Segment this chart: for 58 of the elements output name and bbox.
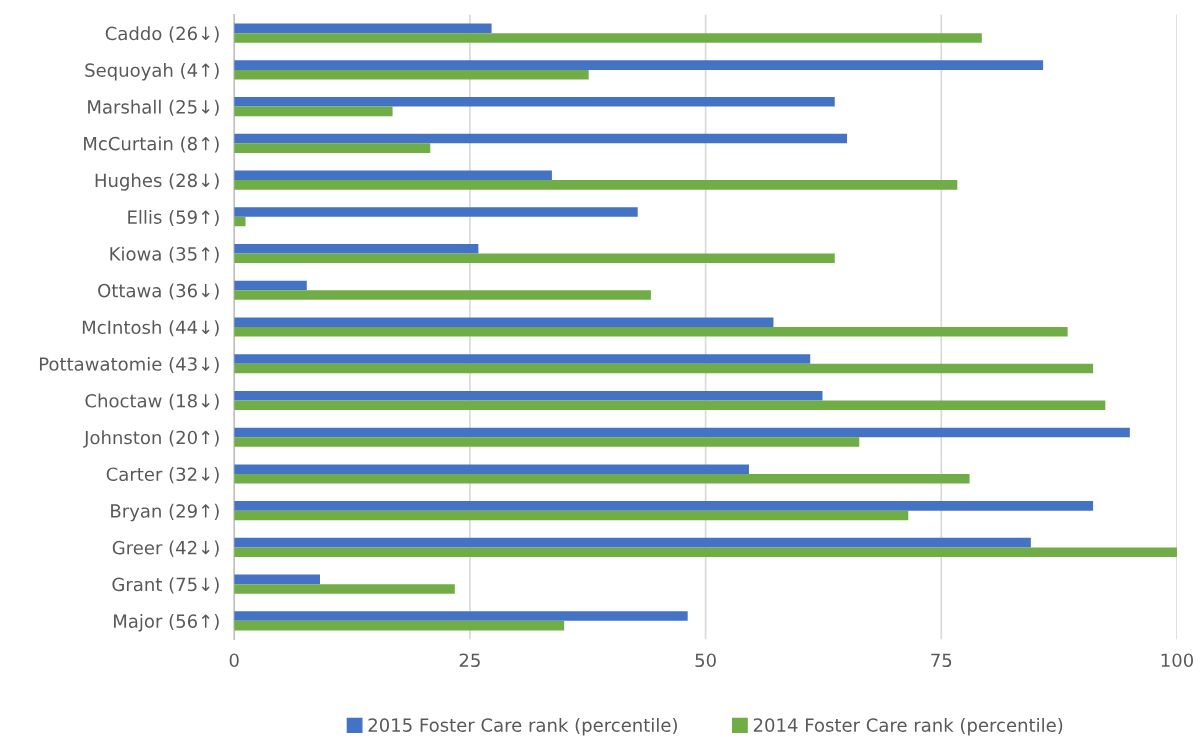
bar [234,143,431,153]
y-tick-label: Sequoyah (4↑) [85,63,219,81]
y-tick-label: McCurtain (8↑) [84,136,219,153]
bar [234,133,848,144]
legend-label: 2015 Foster Care rank (percentile) [368,717,677,736]
bar [234,243,479,254]
bar [234,253,835,264]
bar [234,574,320,585]
y-tick-label: Johnston (20↑) [83,430,219,448]
bar [234,290,651,300]
bar [234,537,1031,548]
bar [234,69,589,80]
bar [234,611,688,621]
bar [234,473,970,484]
bar [234,510,909,521]
bar [234,501,1094,511]
bar [234,464,749,474]
bar [234,23,492,34]
y-tick-label: Kiowa (35↑) [110,246,219,263]
bar [234,584,455,594]
bar [234,216,246,227]
bar [234,390,823,401]
y-tick-label: Ellis (59↑) [128,209,219,227]
x-tick-label: 50 [695,653,716,668]
y-tick-label: Bryan (29↑) [111,503,219,522]
y-tick-label: Greer (42↓) [112,540,219,557]
bar [234,363,1094,374]
legend-label: 2014 Foster Care rank (percentile) [753,717,1063,736]
bar [234,207,638,217]
y-tick-label: Caddo (26↓) [105,26,219,43]
bar [234,106,393,117]
y-tick-label: Pottawatomie (43↓) [39,356,219,373]
bar [234,547,1177,557]
bar [234,427,1130,438]
bar [234,327,1068,337]
bar [234,317,774,328]
bar [234,437,860,447]
y-tick-label: Ottawa (36↓) [98,283,219,300]
y-tick-label: Grant (75↓) [112,577,219,594]
bar [234,97,835,107]
y-tick-label: McIntosh (44↓) [82,320,219,337]
y-tick-label: Hughes (28↓) [95,173,219,191]
y-tick-label: Choctaw (18↓) [85,393,219,410]
bar [234,170,552,181]
x-tick-label: 0 [229,653,239,668]
y-tick-label: Carter (32↓) [106,467,219,484]
bar [234,33,982,43]
bar [234,400,1106,411]
bar [234,180,958,190]
y-tick-label: Marshall (25↓) [88,99,219,116]
x-tick-label: 100 [1161,653,1194,668]
x-tick-label: 75 [931,653,952,668]
bar [234,620,565,631]
bar [234,354,811,364]
y-tick-label: Major (56↑) [114,614,219,632]
bar [234,60,1044,70]
bar [234,280,307,291]
x-tick-label: 25 [459,653,480,668]
